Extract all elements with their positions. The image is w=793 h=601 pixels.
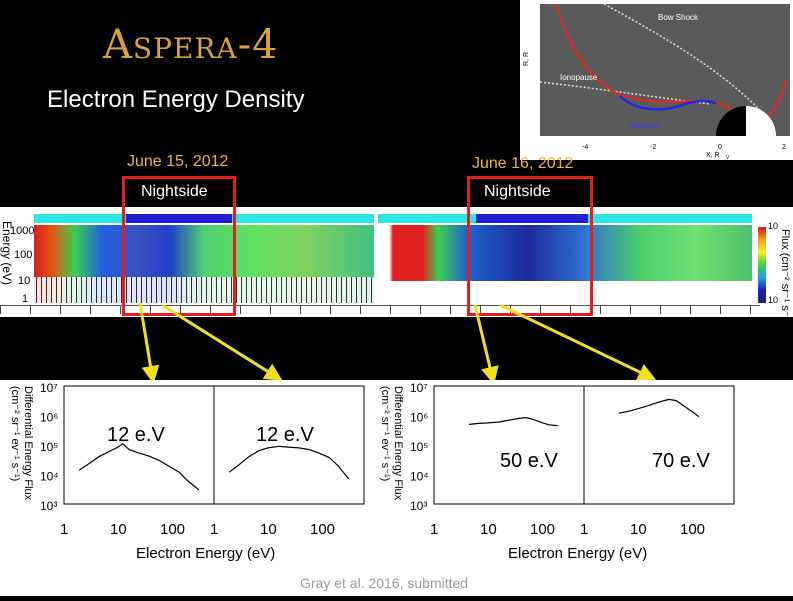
energy-tick: 10 <box>260 521 277 538</box>
flux-axis-line2: (cm⁻² sr⁻¹ ev⁻¹ s⁻¹) <box>379 386 391 482</box>
colorbar-label: Flux (cm⁻² sr⁻¹ s⁻¹) <box>779 229 791 325</box>
peak-label: 70 e.V <box>652 450 710 472</box>
y-tick: 3 <box>534 41 538 48</box>
energy-tick: 100 <box>160 521 185 538</box>
x-axis-label: Electron Energy (eV) <box>508 545 648 562</box>
bowshock-diagram: 4 3 2 1 0 -4 -2 0 2 X, R V R, R Bow Shoc… <box>520 0 793 161</box>
flux-axis-line1: Differential Energy Flux <box>22 386 34 501</box>
y-tick: 1 <box>534 103 538 110</box>
x-tick: 0 <box>718 144 722 151</box>
ionopause-label: Ionopause <box>560 73 598 82</box>
flux-tick: 10⁷ <box>410 381 428 395</box>
flux-axis-line1: Differential Energy Flux <box>392 386 404 501</box>
flux-tick: 10⁶ <box>40 411 58 425</box>
flux-tick: 10⁴ <box>410 470 429 484</box>
spectra-panel: 10⁷ 10⁶ 10⁵ 10⁴ 10³ 10⁷ 10⁶ 10⁵ 10⁴ 10³ 1 10 100 1 10 1… <box>0 380 793 596</box>
citation: Gray et al. 2016, submitted <box>300 575 469 591</box>
flux-tick: 10⁴ <box>40 470 59 484</box>
date-label: June 16, 2012 <box>472 155 574 172</box>
date-label: June 15, 2012 <box>127 153 229 170</box>
spectrogram-panel: 1000 100 10 1 Energy (eV) 10 10 Flux (cm… <box>0 207 793 324</box>
energy-tick: 1 <box>60 521 68 538</box>
x-tick: 2 <box>782 144 786 151</box>
spectrogram-day1-noise <box>34 277 374 303</box>
nightside-bar <box>126 214 232 223</box>
nightside-label: Nightside <box>630 123 659 130</box>
energy-tick: 1000 <box>10 225 35 237</box>
x-axis-label: X, R <box>706 152 720 159</box>
bow-shock-label: Bow Shock <box>658 13 699 22</box>
flux-axis-label: Differential Energy Flux (cm⁻² sr⁻¹ ev⁻¹… <box>379 386 404 500</box>
energy-tick: 100 <box>530 521 555 538</box>
aspera-logo: Aspera-4 <box>103 22 279 68</box>
flux-axis-line2: (cm⁻² sr⁻¹ ev⁻¹ s⁻¹) <box>9 386 21 482</box>
flux-tick: 10⁵ <box>410 440 428 454</box>
spectrum-line <box>228 445 350 480</box>
peak-label: 12 e.V <box>256 424 314 446</box>
energy-tick: 10 <box>480 521 497 538</box>
energy-axis-label: Energy (eV) <box>0 221 14 286</box>
x-tick: -4 <box>582 144 588 151</box>
energy-tick: 10 <box>110 521 127 538</box>
flux-tick: 10³ <box>40 499 57 513</box>
energy-tick: 10 <box>18 275 31 287</box>
energy-tick: 100 <box>310 521 335 538</box>
energy-tick: 1 <box>22 293 29 305</box>
time-axis <box>0 305 760 314</box>
energy-tick: 10 <box>630 521 647 538</box>
y-tick: 4 <box>534 9 538 16</box>
colorbar-top: 10 <box>768 221 779 231</box>
energy-tick: 100 <box>14 249 33 261</box>
highlight-box-day2 <box>467 176 593 316</box>
bowshock-diagram-svg: 4 3 2 1 0 -4 -2 0 2 X, R V R, R Bow Shoc… <box>523 3 790 161</box>
spectrogram-day2-gap <box>378 281 752 303</box>
energy-tick: 100 <box>680 521 705 538</box>
x-tick: -2 <box>650 144 656 151</box>
peak-label: 50 e.V <box>500 450 558 472</box>
flux-axis-label: Differential Energy Flux (cm⁻² sr⁻¹ ev⁻¹… <box>9 386 34 500</box>
energy-tick: 1 <box>580 521 588 538</box>
x-axis-label: Electron Energy (eV) <box>136 545 276 562</box>
subtitle: Electron Energy Density <box>47 86 305 113</box>
y-axis-label: R, R <box>523 52 530 66</box>
spectrum-line <box>618 398 700 418</box>
colorbar <box>758 227 766 303</box>
x-axis-sub: V <box>726 155 730 160</box>
colorbar-bottom: 10 <box>768 295 779 305</box>
peak-label: 12 e.V <box>107 424 165 446</box>
flux-tick: 10⁷ <box>40 381 58 395</box>
flux-tick: 10³ <box>410 499 427 513</box>
spectrum-line <box>78 443 200 491</box>
energy-tick: 1 <box>210 521 218 538</box>
y-tick: 0 <box>534 131 538 138</box>
nightside-bar <box>476 214 588 223</box>
nightside-label: Nightside <box>484 183 551 200</box>
flux-tick: 10⁵ <box>40 440 58 454</box>
highlight-box-day1 <box>122 176 236 316</box>
flux-tick: 10⁶ <box>410 411 428 425</box>
energy-tick: 1 <box>430 521 438 538</box>
nightside-label: Nightside <box>141 183 208 200</box>
y-tick: 2 <box>534 71 538 78</box>
spectrum-line <box>468 416 558 427</box>
